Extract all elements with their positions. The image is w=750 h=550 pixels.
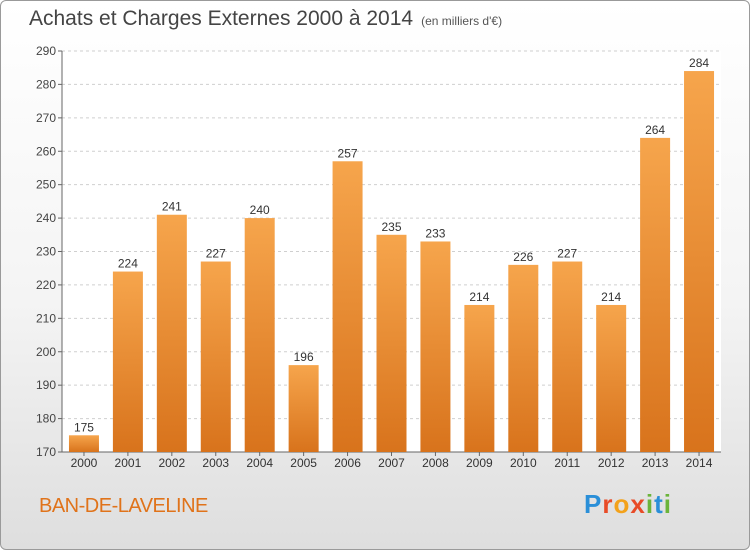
x-tick-label: 2013 xyxy=(642,456,669,470)
data-label: 227 xyxy=(557,247,577,261)
data-label: 224 xyxy=(118,257,138,271)
bar xyxy=(68,435,99,452)
x-tick-label: 2000 xyxy=(71,456,98,470)
chart-unit: (en milliers d'€) xyxy=(421,14,503,28)
x-tick-label: 2005 xyxy=(290,456,317,470)
bar xyxy=(508,264,539,452)
logo-letter: i xyxy=(645,489,655,519)
bar xyxy=(552,261,583,452)
x-tick-label: 2007 xyxy=(378,456,405,470)
data-label: 214 xyxy=(469,290,489,304)
y-tick-label: 230 xyxy=(36,245,56,259)
proxiti-logo: Proxiti xyxy=(584,489,672,520)
data-label: 240 xyxy=(250,203,270,217)
bar xyxy=(596,304,627,452)
bar xyxy=(156,214,187,452)
bar xyxy=(684,71,715,453)
logo-letter: o xyxy=(613,489,631,519)
data-label: 241 xyxy=(162,200,182,214)
x-tick-label: 2014 xyxy=(686,456,713,470)
place-name: BAN-DE-LAVELINE xyxy=(39,495,208,517)
data-label: 175 xyxy=(74,420,94,434)
data-label: 235 xyxy=(381,220,401,234)
bar xyxy=(244,218,275,452)
bar xyxy=(200,261,231,452)
x-tick-label: 2009 xyxy=(466,456,493,470)
x-tick-label: 2011 xyxy=(554,456,580,470)
data-label: 264 xyxy=(645,123,665,137)
data-label: 233 xyxy=(425,226,445,240)
bar xyxy=(112,271,143,452)
logo-letter: i xyxy=(663,489,672,519)
x-tick-label: 2004 xyxy=(246,456,273,470)
y-tick-label: 170 xyxy=(36,445,56,459)
bar xyxy=(464,304,495,452)
x-tick-label: 2003 xyxy=(202,456,229,470)
y-tick-label: 190 xyxy=(36,378,56,392)
logo-letter: t xyxy=(654,489,664,519)
y-tick-label: 280 xyxy=(36,77,56,91)
x-tick-label: 2008 xyxy=(422,456,449,470)
logo-letter: P xyxy=(584,489,603,519)
y-tick-label: 200 xyxy=(36,345,56,359)
data-label: 196 xyxy=(294,350,314,364)
logo-letter: r xyxy=(602,489,614,519)
y-tick-label: 260 xyxy=(36,144,56,158)
x-tick-label: 2002 xyxy=(158,456,185,470)
y-tick-label: 180 xyxy=(36,412,56,426)
x-tick-label: 2001 xyxy=(115,456,142,470)
data-label: 226 xyxy=(513,250,533,264)
x-tick-label: 2006 xyxy=(334,456,361,470)
y-tick-label: 220 xyxy=(36,278,56,292)
data-label: 227 xyxy=(206,247,226,261)
bar xyxy=(640,137,671,452)
y-tick-label: 290 xyxy=(36,44,56,58)
chart-title: Achats et Charges Externes 2000 à 2014 (e… xyxy=(29,7,502,31)
x-tick-label: 2010 xyxy=(510,456,537,470)
data-label: 257 xyxy=(338,146,358,160)
x-tick-label: 2012 xyxy=(598,456,625,470)
data-label: 284 xyxy=(689,56,709,70)
logo-letter: x xyxy=(630,489,646,519)
y-tick-label: 240 xyxy=(36,211,56,225)
chart-title-text: Achats et Charges Externes 2000 à 2014 xyxy=(29,7,414,30)
y-tick-label: 210 xyxy=(36,311,56,325)
y-tick-label: 250 xyxy=(36,178,56,192)
bar xyxy=(376,234,407,452)
bar xyxy=(420,241,451,452)
data-label: 214 xyxy=(601,290,621,304)
y-tick-label: 270 xyxy=(36,111,56,125)
bar xyxy=(332,161,363,452)
bar xyxy=(288,365,319,452)
